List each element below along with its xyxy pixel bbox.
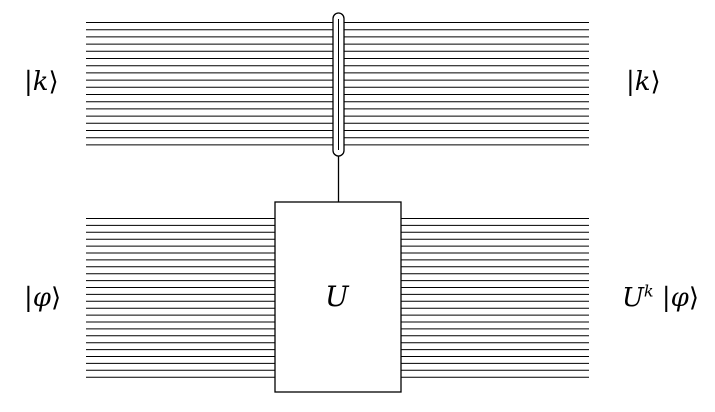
top-output-label: |k⟩ <box>626 67 661 97</box>
gate-label: U <box>325 280 349 313</box>
bottom-output-label: Uk |φ⟩ <box>622 281 700 313</box>
gate-box <box>274 201 402 393</box>
top-input-label: |k⟩ <box>24 67 59 97</box>
bottom-input-label: |φ⟩ <box>24 283 62 313</box>
bottom-register-wires <box>86 218 589 378</box>
